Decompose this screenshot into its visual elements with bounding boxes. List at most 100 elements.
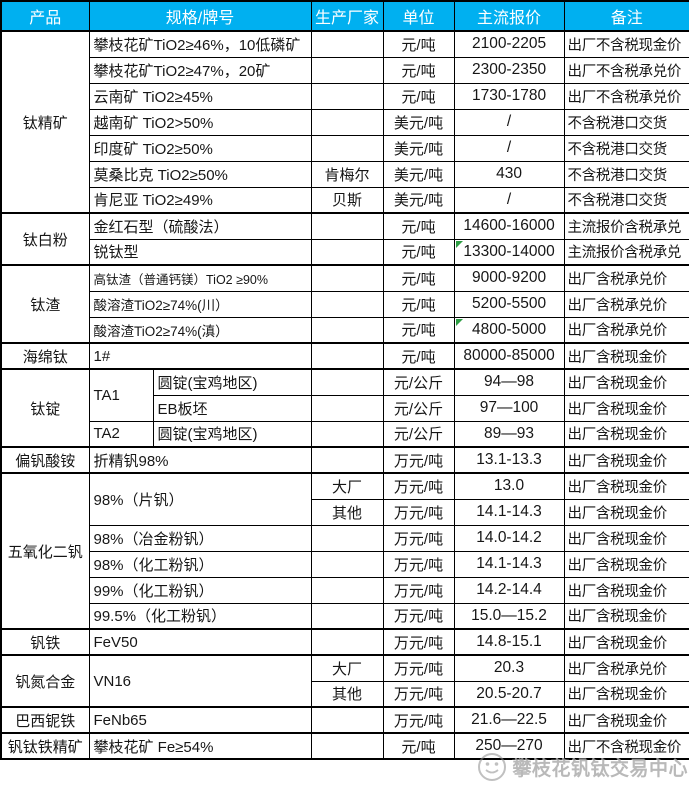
table-row: 云南矿 TiO2≥45% 元/吨 1730-1780 出厂不含税承兑价 bbox=[1, 82, 689, 110]
spec-cell: 云南矿 TiO2≥45% bbox=[88, 82, 312, 110]
note-cell: 不含税港口交货 bbox=[563, 160, 689, 188]
product-cell: 巴西铌铁 bbox=[0, 706, 90, 734]
note-cell: 出厂不含税现金价 bbox=[563, 30, 689, 58]
table-row: 99.5%（化工粉钒） 万元/吨 15.0—15.2 出厂含税现金价 bbox=[1, 602, 689, 630]
spec-cell: 高钛渣（普通钙镁）TiO2 ≥90% bbox=[88, 264, 312, 292]
spec-cell: FeNb65 bbox=[88, 706, 312, 734]
manufacturer-cell bbox=[310, 628, 384, 656]
price-cell: 13.0 bbox=[453, 472, 565, 500]
manufacturer-cell bbox=[310, 238, 384, 266]
note-cell: 出厂含税现金价 bbox=[563, 446, 689, 474]
unit-cell: 元/公斤 bbox=[382, 368, 455, 396]
green-triangle-icon bbox=[455, 318, 463, 326]
table-row: 钛渣 高钛渣（普通钙镁）TiO2 ≥90% 元/吨 9000-9200 出厂含税承兑价 bbox=[0, 264, 689, 344]
price-cell: 4800-5000 bbox=[453, 316, 565, 344]
table-row: 锐钛型 元/吨 13300-14000 主流报价含税承兑 bbox=[1, 238, 689, 266]
unit-cell: 元/吨 bbox=[382, 316, 455, 344]
price-cell: 94—98 bbox=[453, 368, 565, 396]
unit-cell: 元/吨 bbox=[382, 264, 455, 292]
price-cell: 97—100 bbox=[453, 394, 565, 422]
table-row: 印度矿 TiO2≥50% 美元/吨 / 不含税港口交货 bbox=[1, 134, 689, 162]
unit-cell: 元/吨 bbox=[382, 212, 455, 240]
note-cell: 不含税港口交货 bbox=[563, 134, 689, 162]
spec-cell: 肯尼亚 TiO2≥49% bbox=[88, 186, 312, 214]
spec-cell: 攀枝花矿 Fe≥54% bbox=[88, 732, 312, 760]
note-cell: 出厂含税现金价 bbox=[563, 602, 689, 630]
manufacturer-cell bbox=[310, 732, 384, 760]
manufacturer-cell: 贝斯 bbox=[310, 186, 384, 214]
manufacturer-cell bbox=[310, 82, 384, 110]
table-row: 偏钒酸铵 折精钒98% 万元/吨 13.1-13.3 出厂含税现金价 bbox=[0, 446, 689, 474]
unit-cell: 美元/吨 bbox=[382, 134, 455, 162]
manufacturer-cell bbox=[310, 550, 384, 578]
unit-cell: 万元/吨 bbox=[382, 680, 455, 708]
price-cell: 20.3 bbox=[453, 654, 565, 682]
green-triangle-icon bbox=[455, 240, 463, 248]
unit-cell: 美元/吨 bbox=[382, 160, 455, 188]
product-cell: 钒铁 bbox=[0, 628, 90, 656]
table-row: TA2 圆锭(宝鸡地区) 元/公斤 89—93 出厂含税现金价 bbox=[1, 420, 689, 448]
price-cell: 1730-1780 bbox=[453, 82, 565, 110]
spec-cell: 1# bbox=[88, 342, 312, 370]
spec-form-cell: EB板坯 bbox=[152, 394, 312, 422]
spec-cell: 折精钒98% bbox=[88, 446, 312, 474]
col-header-price: 主流报价 bbox=[453, 0, 565, 32]
table-row: 钒氮合金 VN16 大厂 万元/吨 20.3 出厂含税承兑价 bbox=[0, 654, 689, 708]
unit-cell: 元/吨 bbox=[382, 56, 455, 84]
spec-cell: 越南矿 TiO2>50% bbox=[88, 108, 312, 136]
price-cell: 21.6—22.5 bbox=[453, 706, 565, 734]
note-cell: 不含税港口交货 bbox=[563, 108, 689, 136]
price-cell: 15.0—15.2 bbox=[453, 602, 565, 630]
col-header-unit: 单位 bbox=[382, 0, 455, 32]
table-row: 钛精矿 攀枝花矿TiO2≥46%，10低磷矿 元/吨 2100-2205 出厂不含税现金… bbox=[0, 30, 689, 214]
price-cell: 250—270 bbox=[453, 732, 565, 760]
spec-cell: 酸溶渣TiO2≥74%(川） bbox=[88, 290, 312, 318]
col-header-spec: 规格/牌号 bbox=[88, 0, 312, 32]
note-cell: 出厂含税承兑价 bbox=[563, 264, 689, 292]
table-row: 五氧化二钒 98%（片钒） 大厂 万元/吨 13.0 出厂含税现金价 bbox=[0, 472, 689, 630]
unit-cell: 万元/吨 bbox=[382, 602, 455, 630]
manufacturer-cell: 大厂 bbox=[310, 472, 384, 500]
manufacturer-cell bbox=[310, 264, 384, 292]
price-cell: 14600-16000 bbox=[453, 212, 565, 240]
unit-cell: 万元/吨 bbox=[382, 654, 455, 682]
price-cell: / bbox=[453, 134, 565, 162]
unit-cell: 元/吨 bbox=[382, 290, 455, 318]
manufacturer-cell bbox=[310, 108, 384, 136]
table-row: 莫桑比克 TiO2≥50% 肯梅尔 美元/吨 430 不含税港口交货 bbox=[1, 160, 689, 188]
note-cell: 出厂含税现金价 bbox=[563, 628, 689, 656]
spec-form-cell: 圆锭(宝鸡地区) bbox=[152, 420, 312, 448]
manufacturer-cell bbox=[310, 394, 384, 422]
price-cell: 430 bbox=[453, 160, 565, 188]
note-cell: 出厂含税现金价 bbox=[563, 394, 689, 422]
manufacturer-cell bbox=[310, 30, 384, 58]
product-cell: 钛精矿 bbox=[0, 30, 90, 214]
spec-cell: 攀枝花矿TiO2≥47%，20矿 bbox=[88, 56, 312, 84]
price-cell: 14.2-14.4 bbox=[453, 576, 565, 604]
spec-cell: 酸溶渣TiO2≥74%(滇） bbox=[88, 316, 312, 344]
table-row: 海绵钛 1# 元/吨 80000-85000 出厂含税现金价 bbox=[0, 342, 689, 370]
manufacturer-cell: 其他 bbox=[310, 498, 384, 526]
product-cell: 五氧化二钒 bbox=[0, 472, 90, 630]
note-cell: 不含税港口交货 bbox=[563, 186, 689, 214]
unit-cell: 万元/吨 bbox=[382, 472, 455, 500]
price-cell: 89—93 bbox=[453, 420, 565, 448]
price-cell: 13.1-13.3 bbox=[453, 446, 565, 474]
note-cell: 出厂含税现金价 bbox=[563, 576, 689, 604]
table-row: 钛白粉 金红石型（硫酸法） 元/吨 14600-16000 主流报价含税承兑 bbox=[0, 212, 689, 266]
manufacturer-cell bbox=[310, 134, 384, 162]
price-cell: 2100-2205 bbox=[453, 30, 565, 58]
table-row: 钒铁 FeV50 万元/吨 14.8-15.1 出厂含税现金价 bbox=[0, 628, 689, 656]
product-cell: 偏钒酸铵 bbox=[0, 446, 90, 474]
note-cell: 出厂含税现金价 bbox=[563, 498, 689, 526]
col-header-product: 产品 bbox=[0, 0, 90, 32]
col-header-note: 备注 bbox=[563, 0, 689, 32]
table-row: 巴西铌铁 FeNb65 万元/吨 21.6—22.5 出厂含税现金价 bbox=[0, 706, 689, 734]
spec-cell: 印度矿 TiO2≥50% bbox=[88, 134, 312, 162]
spec-cell: 金红石型（硫酸法） bbox=[88, 212, 312, 240]
note-cell: 出厂不含税现金价 bbox=[563, 732, 689, 760]
table-row: 钛锭 TA1 圆锭(宝鸡地区) 元/公斤 94—98 出厂含税现金价 bbox=[0, 368, 689, 448]
price-cell: 14.1-14.3 bbox=[453, 498, 565, 526]
spec-cell: 98%（化工粉钒） bbox=[88, 550, 312, 578]
